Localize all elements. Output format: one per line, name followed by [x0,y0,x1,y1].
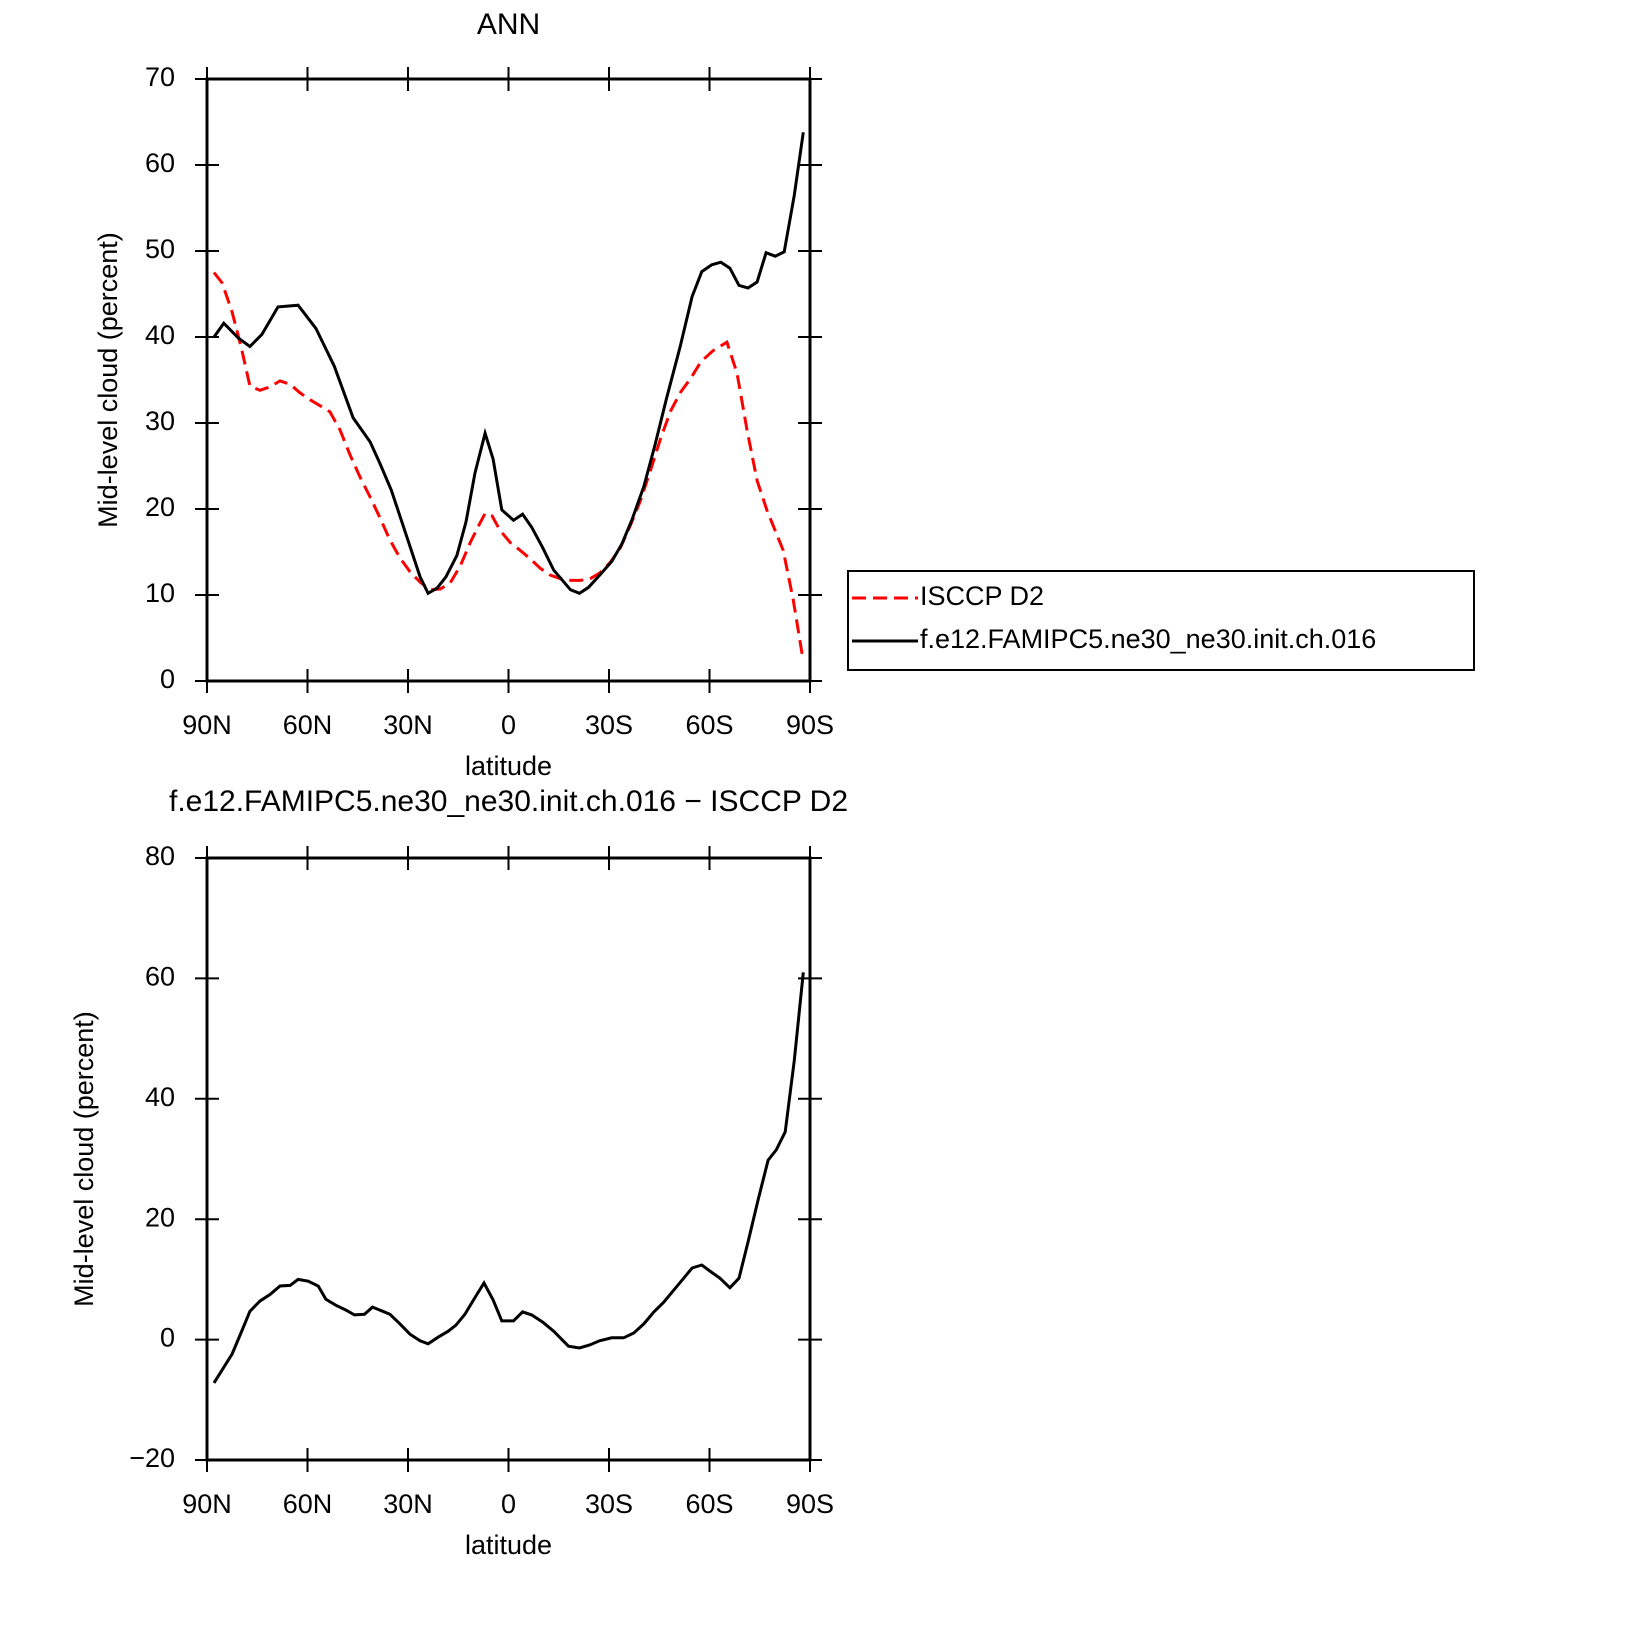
y-tick-label: 0 [160,664,175,694]
x-tick-label: 30S [585,710,633,740]
x-tick-label: 30N [383,710,433,740]
legend-label: f.e12.FAMIPC5.ne30_ne30.init.ch.016 [920,624,1376,654]
legend-box [847,570,1475,671]
y-tick-label: 20 [145,492,175,522]
x-tick-label: 90S [786,1489,834,1519]
x-tick-label: 60S [685,1489,733,1519]
data-line [212,271,804,656]
x-axis-label: latitude [465,1530,552,1560]
y-tick-label: 40 [145,1082,175,1112]
chart-title: f.e12.FAMIPC5.ne30_ne30.init.ch.016 − IS… [169,785,848,818]
chart-title: ANN [477,8,540,41]
plot-frame [205,77,812,683]
x-tick-label: 60S [685,710,733,740]
x-tick-label: 90N [182,1489,232,1519]
x-tick-label: 30S [585,1489,633,1519]
data-line [212,132,805,596]
y-tick-label: 80 [145,841,175,871]
y-tick-label: 50 [145,234,175,264]
y-axis-label: Mid-level cloud (percent) [93,232,123,528]
y-tick-label: 30 [145,406,175,436]
legend-label: ISCCP D2 [920,581,1044,611]
x-tick-label: 90N [182,710,232,740]
x-tick-label: 0 [501,710,516,740]
x-tick-label: 60N [283,1489,333,1519]
x-tick-label: 60N [283,710,333,740]
y-tick-label: 40 [145,320,175,350]
data-line [212,972,805,1384]
y-tick-label: 10 [145,578,175,608]
y-axis-label: Mid-level cloud (percent) [69,1011,99,1307]
plot-frame [205,856,812,1462]
y-tick-label: 60 [145,962,175,992]
x-axis-label: latitude [465,751,552,781]
y-tick-label: 60 [145,148,175,178]
y-tick-label: −20 [129,1443,175,1473]
x-tick-label: 30N [383,1489,433,1519]
x-tick-label: 0 [501,1489,516,1519]
y-tick-label: 20 [145,1202,175,1232]
y-tick-label: 0 [160,1323,175,1353]
y-tick-label: 70 [145,62,175,92]
x-tick-label: 90S [786,710,834,740]
